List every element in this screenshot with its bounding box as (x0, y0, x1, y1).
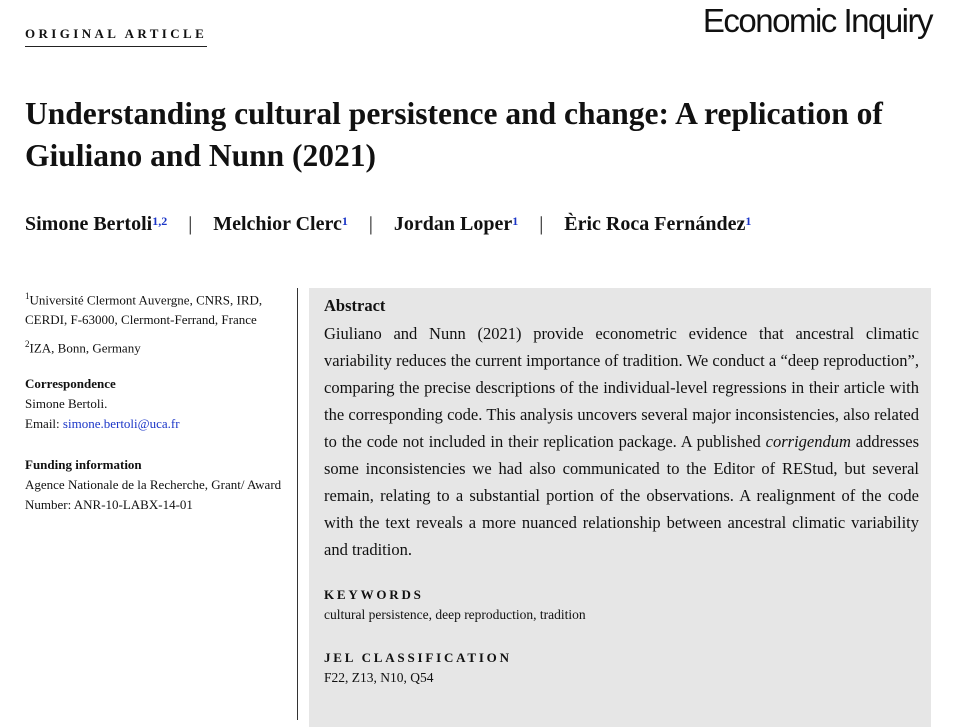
abstract-text: Giuliano and Nunn (2021) provide econome… (324, 320, 919, 563)
keywords-text: cultural persistence, deep reproduction,… (324, 607, 586, 622)
author-name: Èric Roca Fernández (564, 213, 746, 235)
article-title: Understanding cultural persistence and c… (25, 96, 883, 173)
author-separator: | (368, 213, 373, 235)
affiliation-1: 1Université Clermont Auvergne, CNRS, IRD… (25, 286, 287, 330)
affiliation-text: Université Clermont Auvergne, CNRS, IRD,… (25, 292, 263, 328)
funding-text: Agence Nationale de la Recherche, Grant/… (25, 476, 282, 512)
article-sidebar: 1Université Clermont Auvergne, CNRS, IRD… (25, 286, 287, 515)
affiliation-number: 1 (25, 291, 30, 301)
author-separator: | (188, 213, 193, 235)
journal-name: Economic Inquiry (702, 2, 934, 39)
correspondence-name: Simone Bertoli. (25, 395, 108, 411)
correspondence-heading: Correspondence (25, 375, 116, 391)
abstract-heading: Abstract (324, 296, 386, 315)
author-affiliation-marker[interactable]: 1 (341, 214, 348, 228)
correspondence-email-line: Email: simone.bertoli@uca.fr (25, 414, 287, 434)
author-affiliation-marker[interactable]: 1 (512, 214, 519, 228)
author-list: Simone Bertoli1,2 | Melchior Clerc1 | Jo… (25, 213, 751, 236)
abstract-text-part: addresses some inconsistencies we had al… (324, 432, 920, 559)
jel-heading: JEL CLASSIFICATION (324, 650, 512, 665)
affiliation-number: 2 (25, 339, 30, 350)
author-separator: | (539, 213, 544, 235)
funding-block: Funding information Agence Nationale de … (25, 455, 287, 515)
author-name: Melchior Clerc (213, 213, 342, 235)
keywords-heading: KEYWORDS (324, 587, 424, 602)
abstract-text-part: Giuliano and Nunn (2021) provide econome… (324, 324, 919, 451)
affiliation-text: IZA, Bonn, Germany (29, 340, 141, 356)
author-affiliation-marker[interactable]: 1,2 (152, 214, 168, 228)
jel-text: F22, Z13, N10, Q54 (324, 670, 434, 685)
email-link[interactable]: simone.bertoli@uca.fr (62, 415, 180, 431)
column-divider (297, 288, 298, 720)
author-affiliation-marker[interactable]: 1 (745, 214, 752, 228)
correspondence-block: Correspondence Simone Bertoli. Email: si… (25, 374, 287, 434)
abstract-box: Abstract Giuliano and Nunn (2021) provid… (309, 288, 931, 727)
abstract-italic-term: corrigendum (765, 432, 851, 451)
affiliation-2: 2IZA, Bonn, Germany (25, 334, 287, 358)
funding-heading: Funding information (25, 456, 142, 472)
author-name: Jordan Loper (393, 213, 513, 235)
email-label: Email: (25, 415, 63, 431)
author-name: Simone Bertoli (25, 213, 153, 235)
article-type-label: ORIGINAL ARTICLE (25, 26, 208, 47)
